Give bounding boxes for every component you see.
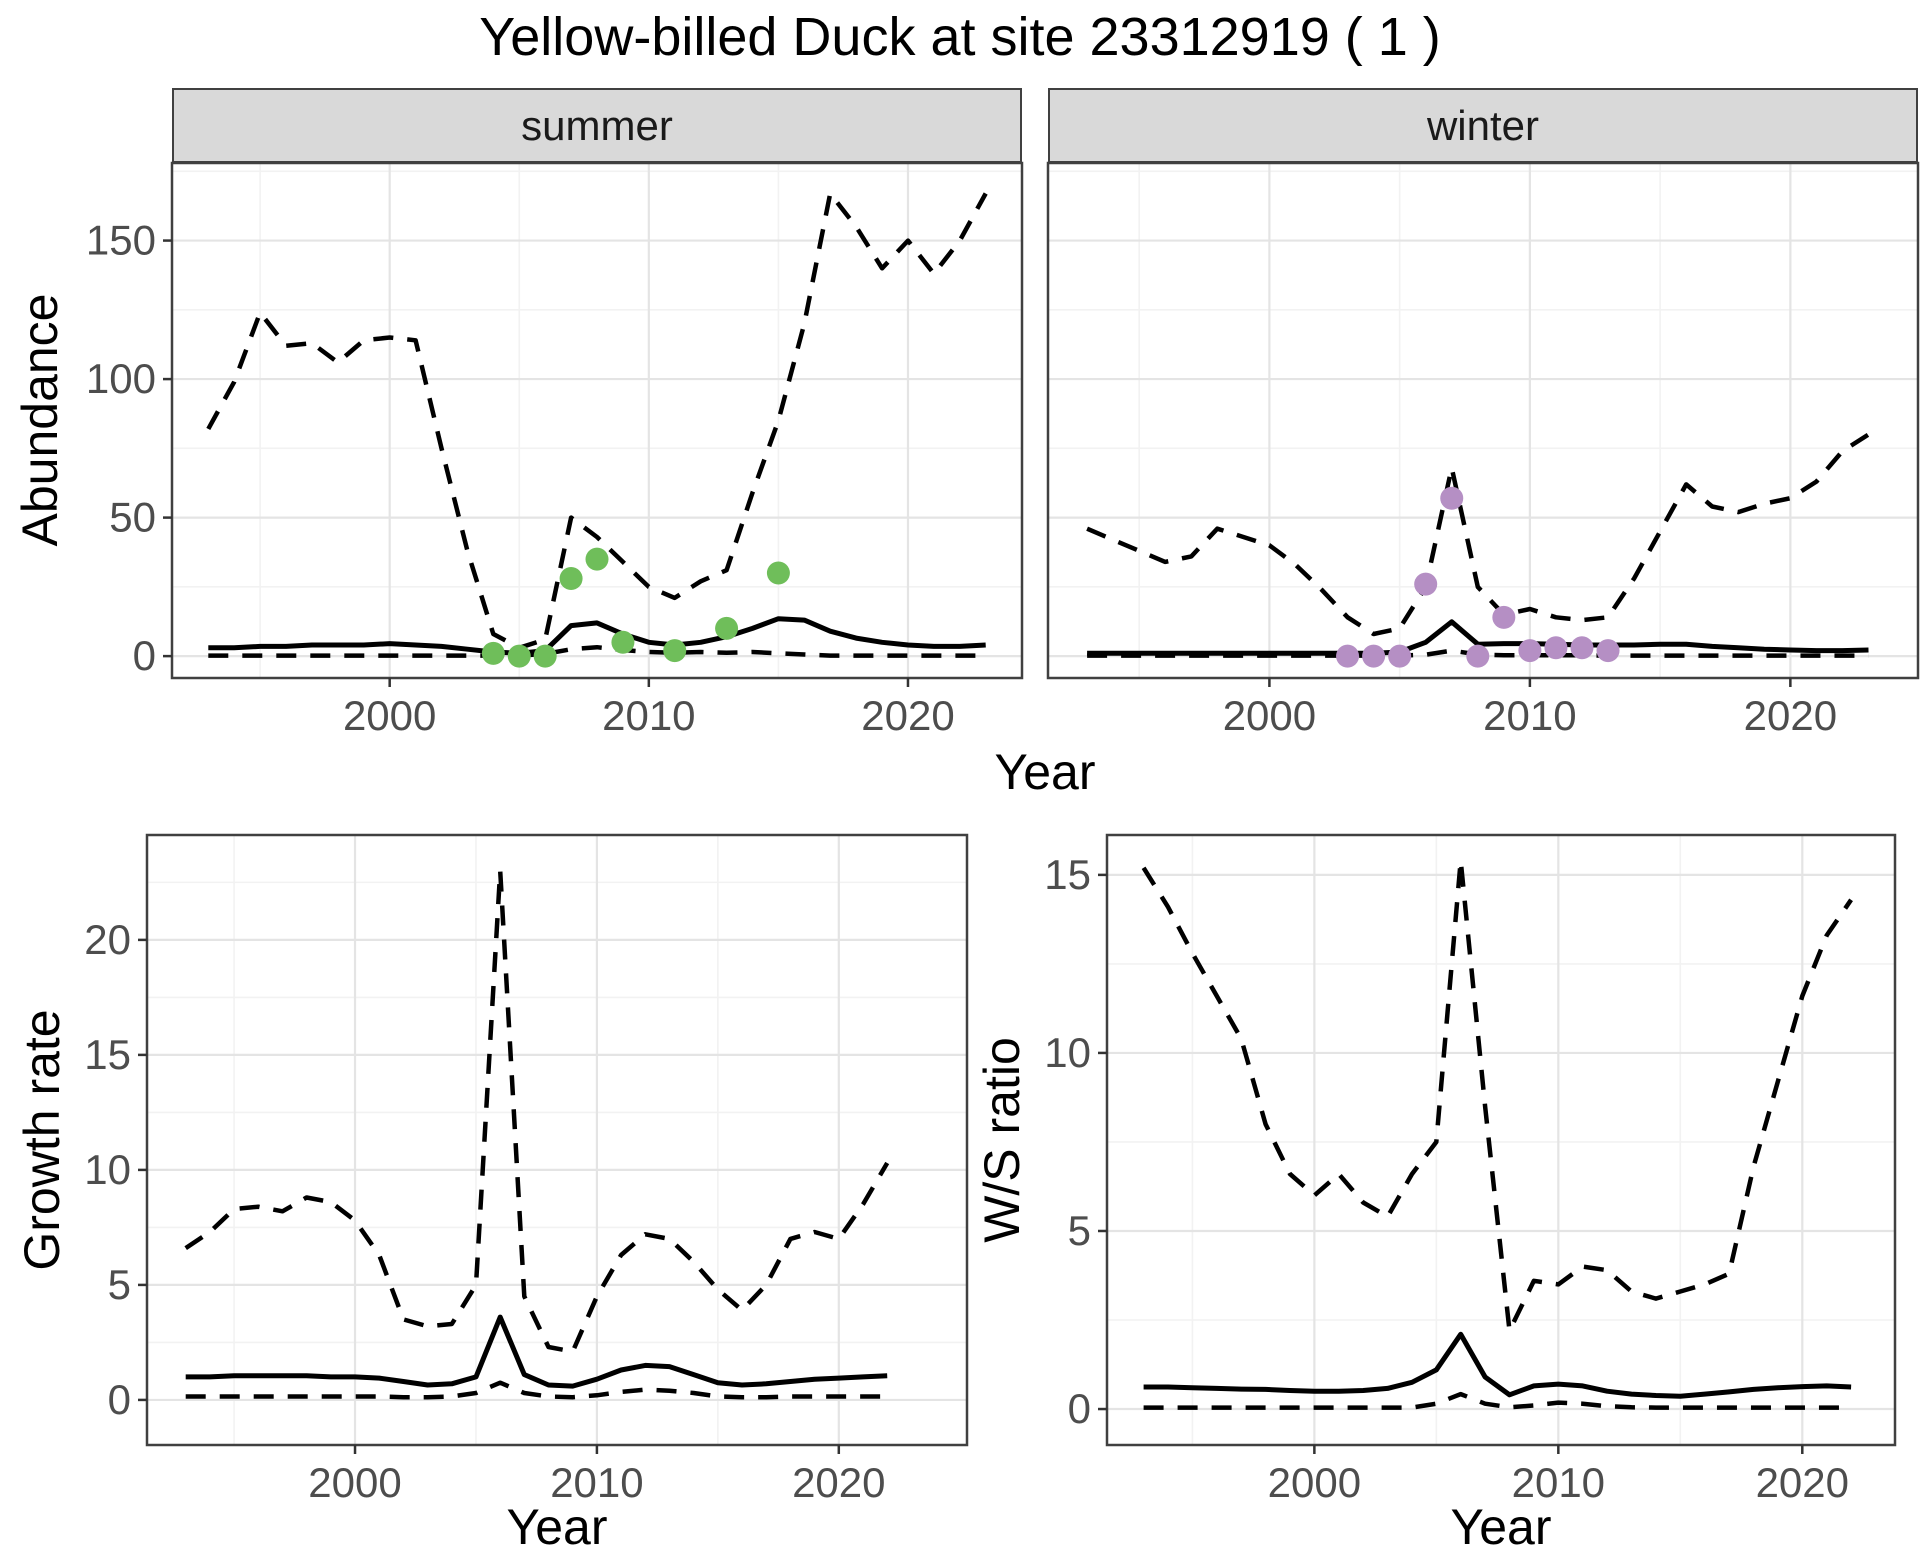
x-tick-label: 2020 bbox=[861, 692, 954, 739]
observation-point bbox=[585, 547, 609, 571]
observation-point bbox=[1388, 644, 1412, 668]
series-upper-95ci bbox=[1086, 432, 1870, 637]
x-tick-label: 2020 bbox=[1756, 1459, 1849, 1506]
series-lower-95ci bbox=[1143, 1391, 1852, 1410]
observation-point bbox=[481, 641, 505, 665]
y-tick-label: 5 bbox=[1068, 1207, 1091, 1254]
x-tick-label: 2020 bbox=[1744, 692, 1837, 739]
y-tick-label: 10 bbox=[1044, 1029, 1091, 1076]
observation-point bbox=[1596, 639, 1620, 663]
x-tick-label: 2000 bbox=[1223, 692, 1316, 739]
series-upper-95ci bbox=[184, 868, 890, 1354]
series-median bbox=[1143, 1331, 1852, 1399]
y-tick-label: 20 bbox=[84, 916, 131, 963]
x-tick-label: 2010 bbox=[602, 692, 695, 739]
observation-point bbox=[1544, 636, 1568, 660]
observation-point bbox=[507, 644, 531, 668]
y-tick-label: 50 bbox=[109, 494, 156, 541]
y-tick-label: 0 bbox=[133, 632, 156, 679]
x-tick-label: 2000 bbox=[343, 692, 436, 739]
y-tick-label: 15 bbox=[1044, 851, 1091, 898]
facet-label-winter: winter bbox=[1426, 101, 1540, 149]
page-title: Yellow-billed Duck at site 23312919 ( 1 … bbox=[479, 7, 1441, 67]
y-tick-label: 10 bbox=[84, 1146, 131, 1193]
y-tick-label: 100 bbox=[86, 355, 156, 402]
facet-strip-summer: summer bbox=[172, 88, 1022, 163]
series-lower-95ci bbox=[208, 644, 986, 658]
observation-point bbox=[715, 616, 739, 640]
observation-point bbox=[611, 630, 635, 654]
observation-point bbox=[1518, 639, 1542, 663]
facet-strip-winter: winter bbox=[1048, 88, 1918, 163]
x-tick-label: 2010 bbox=[1483, 692, 1576, 739]
panel-ws-ratio: 2000 2010 2020 0 5 10 15 bbox=[1044, 833, 1897, 1506]
y-tick-label: 150 bbox=[86, 217, 156, 264]
facet-label-summer: summer bbox=[521, 101, 673, 149]
observation-point bbox=[559, 567, 583, 591]
observation-point bbox=[533, 644, 557, 668]
x-tick-label: 2000 bbox=[308, 1459, 401, 1506]
y-tick-label: 0 bbox=[108, 1376, 131, 1423]
panel-abundance-summer: 2000 2010 2020 0 50 100 150 bbox=[86, 161, 1024, 739]
series-median bbox=[185, 1314, 888, 1389]
y-tick-label: 5 bbox=[108, 1261, 131, 1308]
observation-point bbox=[1336, 644, 1360, 668]
x-tick-label: 2010 bbox=[1512, 1459, 1605, 1506]
observation-point bbox=[1570, 636, 1594, 660]
observation-point bbox=[1440, 486, 1464, 510]
x-tick-label: 2000 bbox=[1268, 1459, 1361, 1506]
observation-point bbox=[1466, 644, 1490, 668]
x-axis-label-year-ws: Year bbox=[1450, 1499, 1552, 1555]
series-upper-95ci bbox=[1141, 858, 1853, 1333]
x-axis-label-year-top: Year bbox=[994, 744, 1096, 800]
x-tick-label: 2010 bbox=[550, 1459, 643, 1506]
observation-point bbox=[1492, 605, 1516, 629]
panel-abundance-winter: 2000 2010 2020 bbox=[1046, 161, 1920, 739]
observation-point bbox=[1414, 572, 1438, 596]
y-tick-label: 0 bbox=[1068, 1385, 1091, 1432]
series-lower-95ci bbox=[185, 1380, 888, 1400]
x-tick-label: 2020 bbox=[792, 1459, 885, 1506]
y-tick-label: 15 bbox=[84, 1031, 131, 1078]
observation-point bbox=[1362, 644, 1386, 668]
panel-growth-rate: 2000 2010 2020 0 5 10 15 20 bbox=[84, 833, 969, 1506]
x-axis-label-year-growth: Year bbox=[506, 1499, 608, 1555]
series-median bbox=[1087, 619, 1869, 656]
series-upper-95ci bbox=[206, 191, 988, 651]
observation-point bbox=[766, 561, 790, 585]
series-median bbox=[208, 616, 986, 656]
observation-point bbox=[663, 639, 687, 663]
